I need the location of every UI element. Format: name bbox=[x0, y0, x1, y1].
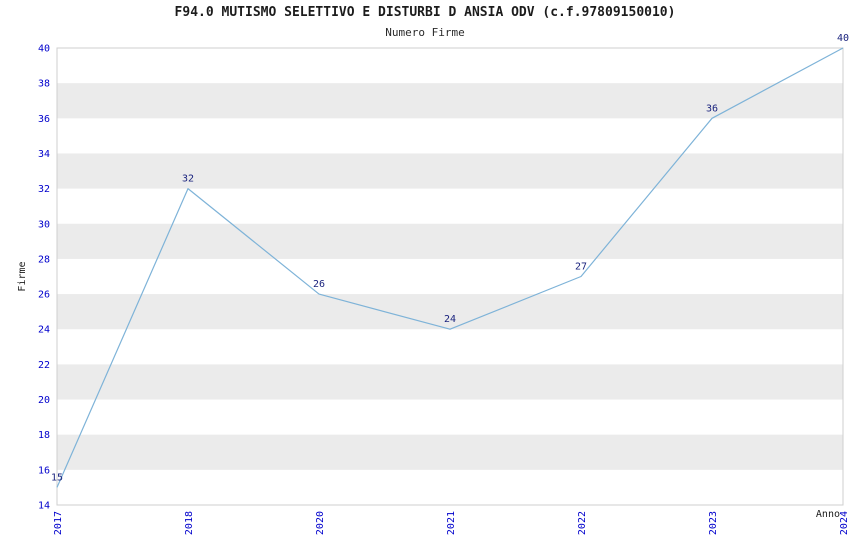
chart-subtitle: Numero Firme bbox=[385, 26, 465, 39]
y-tick-label: 28 bbox=[38, 254, 50, 265]
y-tick-label: 18 bbox=[38, 430, 50, 441]
y-tick-label: 24 bbox=[38, 325, 50, 336]
value-label: 24 bbox=[444, 314, 456, 325]
x-tick-label: 2020 bbox=[315, 511, 326, 535]
chart-title: F94.0 MUTISMO SELETTIVO E DISTURBI D ANS… bbox=[174, 5, 676, 20]
plot-band bbox=[57, 434, 843, 470]
x-axis-label: Anno bbox=[816, 509, 840, 520]
y-tick-label: 26 bbox=[38, 290, 50, 301]
y-tick-label: 20 bbox=[38, 395, 50, 406]
value-label: 32 bbox=[182, 174, 194, 185]
y-tick-label: 34 bbox=[38, 149, 50, 160]
value-label: 15 bbox=[51, 472, 63, 483]
y-tick-label: 32 bbox=[38, 184, 50, 195]
x-tick-label: 2021 bbox=[446, 511, 457, 535]
x-tick-label: 2022 bbox=[577, 511, 588, 535]
plot-band bbox=[57, 223, 843, 259]
value-label: 26 bbox=[313, 279, 325, 290]
x-tick-label: 2018 bbox=[184, 511, 195, 535]
y-tick-label: 40 bbox=[38, 44, 50, 55]
y-tick-label: 30 bbox=[38, 219, 50, 230]
y-tick-label: 38 bbox=[38, 79, 50, 90]
y-tick-label: 22 bbox=[38, 360, 50, 371]
plot-band bbox=[57, 364, 843, 400]
x-tick-label: 2024 bbox=[839, 511, 850, 535]
value-label: 27 bbox=[575, 262, 587, 273]
plot-band bbox=[57, 83, 843, 119]
y-tick-label: 14 bbox=[38, 501, 50, 512]
y-axis-label: Firme bbox=[17, 261, 28, 291]
plot-band bbox=[57, 153, 843, 189]
plot-frame bbox=[56, 47, 844, 506]
x-tick-label: 2023 bbox=[708, 511, 719, 535]
y-tick-label: 36 bbox=[38, 114, 50, 125]
x-tick-label: 2017 bbox=[53, 511, 64, 535]
value-label: 36 bbox=[706, 103, 718, 114]
value-label: 40 bbox=[837, 33, 849, 44]
y-tick-label: 16 bbox=[38, 465, 50, 476]
plot-band bbox=[57, 294, 843, 330]
data-line bbox=[56, 47, 844, 488]
